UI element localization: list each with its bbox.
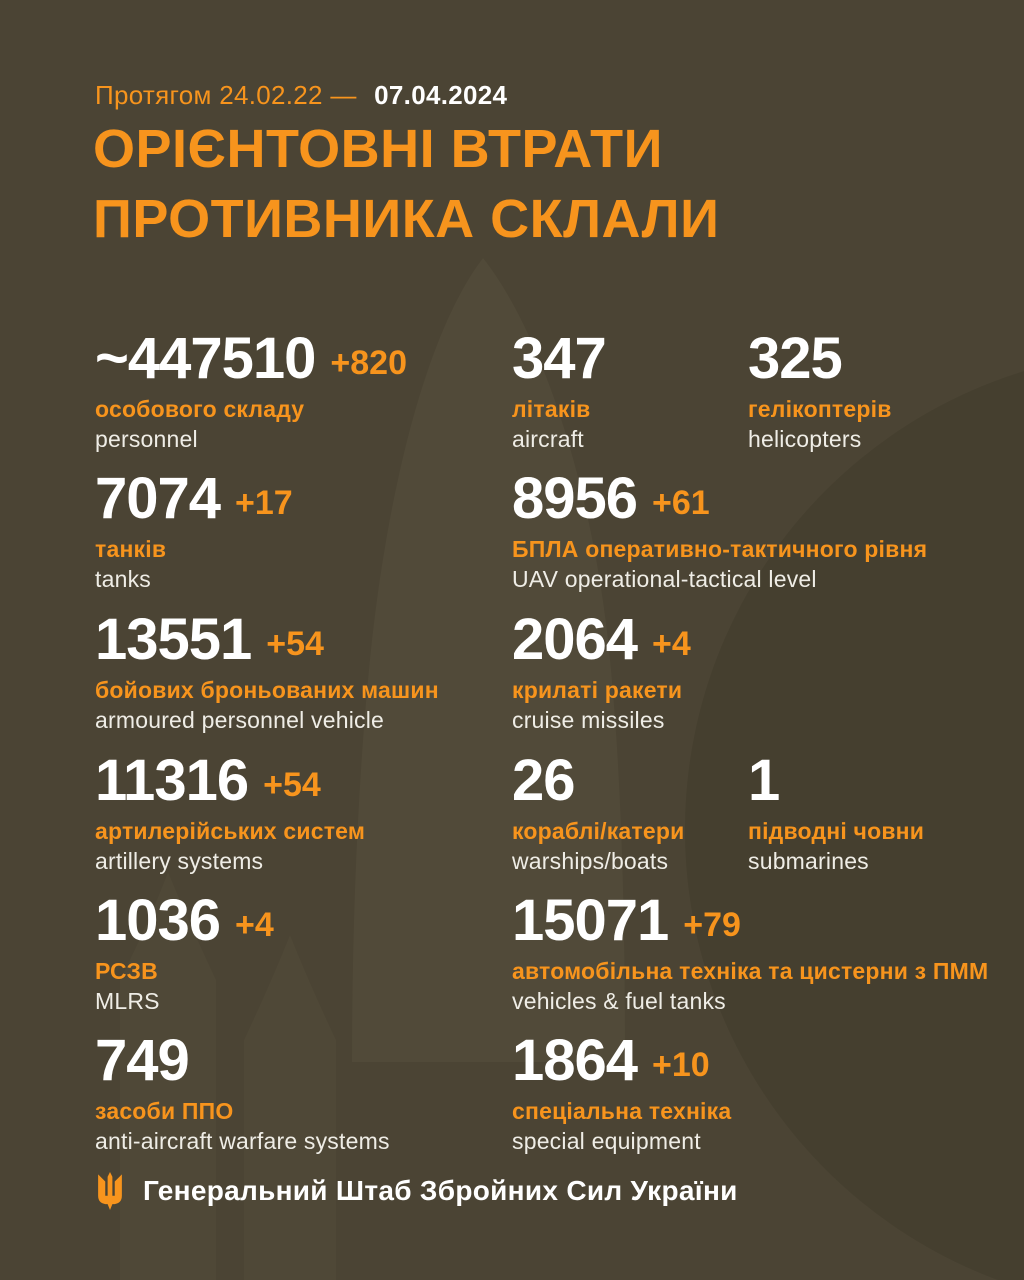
stat-value: 2064: [512, 607, 638, 672]
stat-special-equipment: 1864 +10 спеціальна техніка special equip…: [512, 1032, 731, 1155]
stat-aircraft: 347 літаків aircraft: [512, 330, 607, 453]
stat-label-uk: крилаті ракети: [512, 677, 683, 703]
tryzub-trident-icon: [98, 1172, 122, 1210]
stat-delta: +4: [235, 906, 274, 944]
stat-label-uk: особового складу: [95, 396, 305, 422]
stat-label-uk: танків: [95, 536, 167, 562]
stat-label-en: armoured personnel vehicle: [95, 707, 385, 733]
stat-delta: +10: [652, 1046, 710, 1084]
stat-label-en: personnel: [95, 426, 198, 452]
stat-delta: +4: [652, 625, 691, 663]
stat-helicopters: 325 гелікоптерів helicopters: [748, 330, 892, 453]
stat-value: 7074: [95, 466, 221, 531]
footer-organization: Генеральний Штаб Збройних Сил України: [143, 1175, 738, 1206]
stat-tanks: 7074 +17 танків tanks: [95, 470, 293, 593]
stat-value: 13551: [95, 607, 252, 672]
stat-label-en: submarines: [748, 848, 869, 874]
stat-value: 11316: [95, 748, 249, 813]
stat-label-en: aircraft: [512, 426, 584, 452]
stat-value: ~447510: [95, 326, 316, 391]
stat-label-en: artillery systems: [95, 848, 264, 874]
stat-delta: +54: [266, 625, 324, 663]
stat-value: 1036: [95, 888, 221, 953]
stat-warships: 26 кораблі/катери warships/boats: [512, 752, 684, 875]
stat-submarines: 1 підводні човни submarines: [748, 752, 924, 875]
stat-delta: +79: [683, 906, 741, 944]
stat-label-uk: засоби ППО: [95, 1098, 234, 1124]
stat-label-uk: гелікоптерів: [748, 396, 892, 422]
stat-value: 325: [748, 326, 843, 391]
stat-value: 8956: [512, 466, 638, 531]
stat-label-en: special equipment: [512, 1128, 701, 1154]
stat-delta: +61: [652, 484, 710, 522]
stat-label-uk: спеціальна техніка: [512, 1098, 732, 1124]
stat-label-en: MLRS: [95, 988, 160, 1014]
stat-value: 1: [748, 748, 780, 813]
stat-label-en: UAV operational-tactical level: [512, 566, 817, 592]
stat-value: 347: [512, 326, 607, 391]
stat-label-uk: артилерійських систем: [95, 818, 366, 844]
report-period: Протягом 24.02.22 — 07.04.2024: [95, 80, 507, 111]
period-start-label: Протягом 24.02.22 —: [95, 80, 357, 110]
stat-delta: +820: [330, 344, 408, 382]
stat-label-en: cruise missiles: [512, 707, 665, 733]
stat-artillery: 11316 +54 артилерійських систем artillery…: [95, 752, 365, 875]
stat-value: 26: [512, 748, 576, 813]
stat-value: 1864: [512, 1028, 638, 1093]
report-date: 07.04.2024: [374, 80, 508, 110]
stat-label-uk: автомобільна техніка та цистерни з ПММ: [512, 958, 989, 984]
page-title: ОРІЄНТОВНІ ВТРАТИ ПРОТИВНИКА СКЛАЛИ: [93, 119, 720, 249]
stat-value: 15071: [512, 888, 669, 953]
stat-uav: 8956 +61 БПЛА оперативно-тактичного рівня…: [512, 470, 927, 593]
footer: Генеральний Штаб Збройних Сил України: [95, 1172, 738, 1210]
stat-label-en: anti-aircraft warfare systems: [95, 1128, 390, 1154]
stat-vehicles-fuel-tanks: 15071 +79 автомобільна техніка та цистерн…: [512, 892, 988, 1015]
stat-label-en: tanks: [95, 566, 151, 592]
stat-personnel: ~447510 +820 особового складу personnel: [95, 330, 407, 453]
stat-label-uk: БПЛА оперативно-тактичного рівня: [512, 536, 928, 562]
stat-value: 749: [95, 1028, 190, 1093]
stat-delta: +17: [235, 484, 293, 522]
stat-anti-aircraft: 749 засоби ППО anti-aircraft warfare sys…: [95, 1032, 390, 1155]
stat-armoured-vehicles: 13551 +54 бойових броньованих машин armou…: [95, 611, 439, 734]
stat-label-uk: РСЗВ: [95, 958, 158, 984]
stat-cruise-missiles: 2064 +4 крилаті ракети cruise missiles: [512, 611, 691, 734]
stat-label-uk: кораблі/катери: [512, 818, 685, 844]
stat-label-uk: літаків: [512, 396, 591, 422]
stat-label-uk: бойових броньованих машин: [95, 677, 439, 703]
stat-label-uk: підводні човни: [748, 818, 925, 844]
stat-label-en: helicopters: [748, 426, 862, 452]
stat-label-en: warships/boats: [512, 848, 669, 874]
stat-mlrs: 1036 +4 РСЗВ MLRS: [95, 892, 274, 1015]
stat-label-en: vehicles & fuel tanks: [512, 988, 726, 1014]
stat-delta: +54: [263, 766, 321, 804]
